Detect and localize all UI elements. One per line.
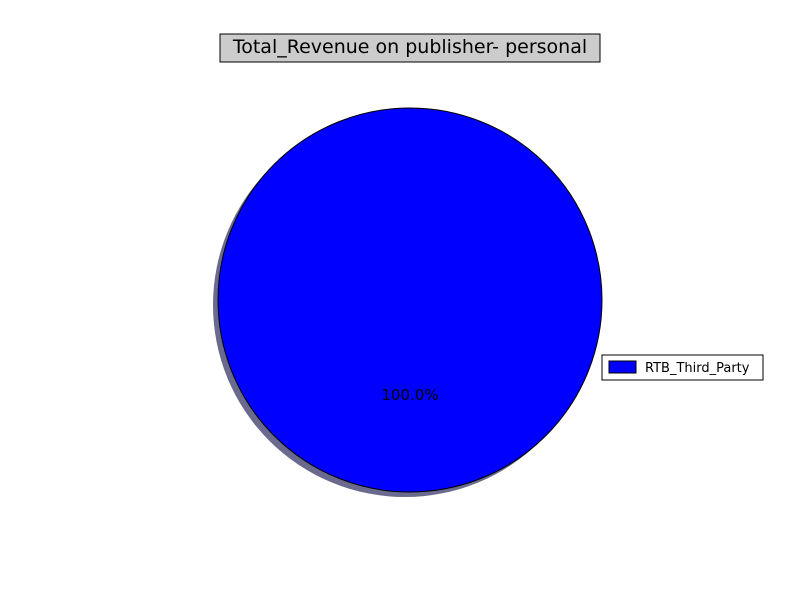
legend: RTB_Third_Party — [601, 354, 764, 381]
pie-group — [213, 107, 603, 497]
chart-title-text: Total_Revenue on publisher- personal — [232, 36, 587, 58]
chart-title: Total_Revenue on publisher- personal — [219, 33, 601, 63]
legend-label: RTB_Third_Party — [645, 361, 750, 376]
pie-slice-rtb-third-party — [217, 107, 603, 493]
chart-title-box — [219, 33, 601, 63]
slice-percent-label: 100.0% — [381, 386, 438, 404]
legend-swatch — [608, 360, 637, 374]
